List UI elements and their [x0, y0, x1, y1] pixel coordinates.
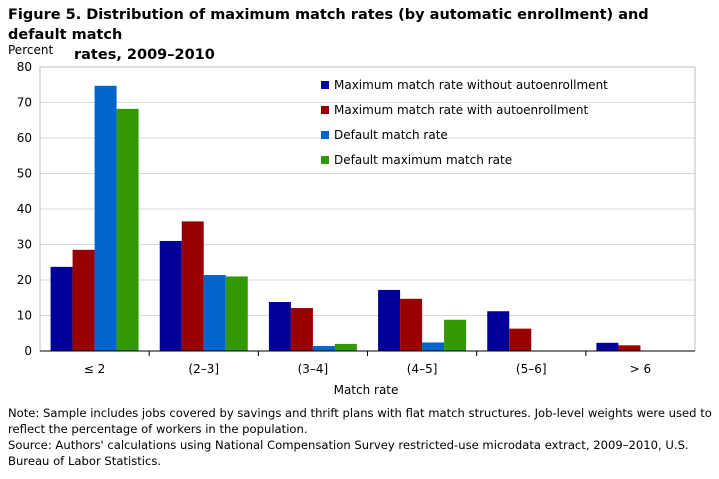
y-tick-label: 10 — [17, 309, 32, 323]
y-tick-label: 40 — [17, 202, 32, 216]
y-tick-label: 30 — [17, 238, 32, 252]
y-tick-label: 80 — [17, 60, 32, 74]
bar — [225, 276, 248, 351]
x-tick-label: > 6 — [630, 362, 652, 376]
bar — [422, 342, 445, 351]
note-text: Note: Sample includes jobs covered by sa… — [8, 406, 712, 436]
bars — [50, 85, 641, 351]
legend-swatch — [321, 131, 329, 139]
legend-label: Default match rate — [334, 128, 448, 142]
x-tick-label: (3–4] — [298, 362, 329, 376]
legend-swatch — [321, 106, 329, 114]
bar — [618, 345, 641, 351]
x-tick-label: (4–5] — [407, 362, 438, 376]
y-tick-label: 50 — [17, 167, 32, 181]
source-text: Source: Authors' calculations using Nati… — [8, 438, 689, 468]
bar — [268, 302, 291, 351]
legend-label: Maximum match rate without autoenrollmen… — [334, 78, 608, 92]
figure-title-line-2: rates, 2009–2010 — [74, 47, 215, 63]
bar — [334, 343, 357, 351]
bar — [378, 289, 401, 351]
bar — [181, 221, 204, 351]
bar — [116, 108, 139, 351]
figure-notes: Note: Sample includes jobs covered by sa… — [8, 405, 713, 469]
bar — [487, 311, 510, 351]
y-tick-label: 60 — [17, 131, 32, 145]
x-tick-label: (2–3] — [188, 362, 219, 376]
figure-title: Figure 5. Distribution of maximum match … — [8, 5, 708, 65]
bar — [72, 249, 95, 351]
y-tick-label: 70 — [17, 96, 32, 110]
x-tick-label: ≤ 2 — [84, 362, 106, 376]
y-tick-label: 20 — [17, 273, 32, 287]
bar — [400, 298, 423, 351]
figure-title-line-1: Figure 5. Distribution of maximum match … — [8, 7, 649, 43]
bar — [290, 308, 313, 351]
axes: 0 10 20 30 40 50 60 70 80 ≤ 2 (2–3] (3–4] (4–5] (5–6]… — [17, 60, 696, 376]
bar — [509, 328, 532, 351]
legend-label: Default maximum match rate — [334, 153, 512, 167]
x-tick-label: (5–6] — [516, 362, 547, 376]
y-axis-title: Percent — [8, 43, 53, 57]
bar — [159, 240, 182, 351]
bar — [94, 85, 117, 351]
legend-swatch — [321, 156, 329, 164]
bar — [596, 342, 619, 351]
legend: Maximum match rate without autoenrollmen… — [321, 78, 608, 167]
bar — [203, 275, 226, 351]
bar — [444, 319, 467, 351]
bar — [50, 266, 73, 351]
legend-label: Maximum match rate with autoenrollment — [334, 103, 589, 117]
legend-swatch — [321, 81, 329, 89]
bar — [312, 346, 335, 351]
y-tick-label: 0 — [24, 344, 32, 358]
x-axis-title: Match rate — [334, 383, 399, 397]
